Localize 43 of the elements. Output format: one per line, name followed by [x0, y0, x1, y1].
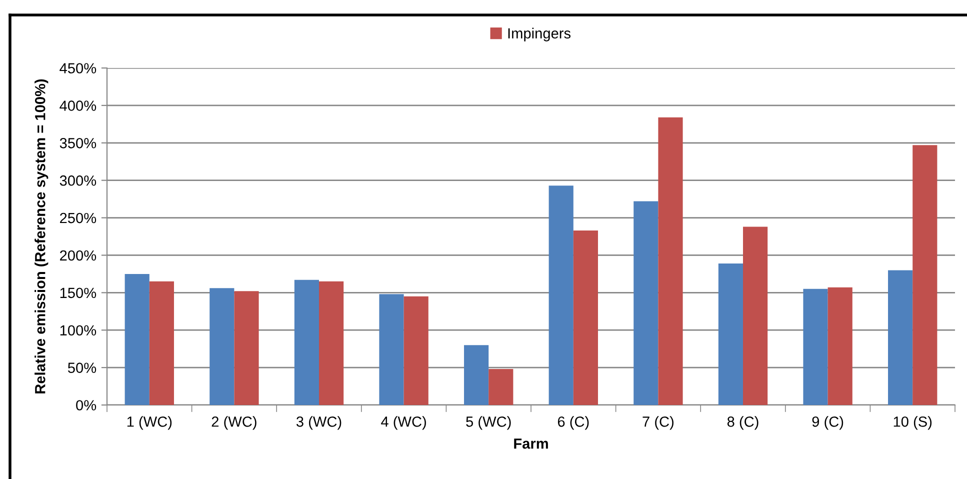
bar [234, 291, 259, 405]
x-tick-label: 1 (WC) [127, 416, 172, 430]
y-tick-label: 250% [60, 212, 96, 224]
x-tick-label: 5 (WC) [466, 416, 511, 430]
x-axis-title: Farm [514, 438, 548, 449]
x-tick-label: 2 (WC) [212, 416, 256, 430]
bar [149, 281, 174, 405]
x-tick-label: 7 (C) [642, 416, 674, 430]
y-tick-label: 200% [60, 250, 96, 261]
bar [464, 345, 489, 405]
bar [912, 145, 938, 405]
bar [658, 117, 683, 405]
bar [803, 288, 828, 405]
bar [488, 369, 514, 405]
y-tick-label: 150% [60, 288, 96, 298]
x-tick-label: 4 (WC) [381, 416, 426, 430]
bar [319, 281, 344, 405]
y-tick-label: 400% [60, 100, 96, 111]
bar [573, 230, 598, 405]
y-tick-label: 350% [60, 138, 96, 148]
bar [124, 274, 150, 405]
bar [634, 201, 658, 405]
bar [888, 270, 913, 405]
bar [294, 280, 319, 405]
y-tick-label: 0% [76, 400, 96, 410]
y-tick-label: 100% [60, 325, 96, 336]
x-tick-label: 9 (C) [812, 416, 844, 430]
y-axis-title: Relative emission (Reference system = 100%) [34, 79, 48, 394]
bar [718, 263, 743, 405]
x-tick-label: 3 (WC) [296, 416, 342, 430]
bar [379, 294, 404, 405]
bar [404, 296, 428, 405]
y-tick-label: 300% [60, 175, 96, 186]
bar [548, 186, 574, 405]
bar [743, 226, 768, 405]
x-tick-label: 8 (C) [727, 416, 758, 430]
y-tick-label: 50% [68, 362, 96, 373]
x-tick-label: 10 (S) [894, 416, 932, 430]
bar [828, 287, 852, 405]
y-tick-label: 450% [60, 63, 96, 74]
bar [210, 288, 234, 405]
x-tick-label: 6 (C) [558, 416, 589, 430]
legend-label: Impingers [508, 28, 571, 42]
